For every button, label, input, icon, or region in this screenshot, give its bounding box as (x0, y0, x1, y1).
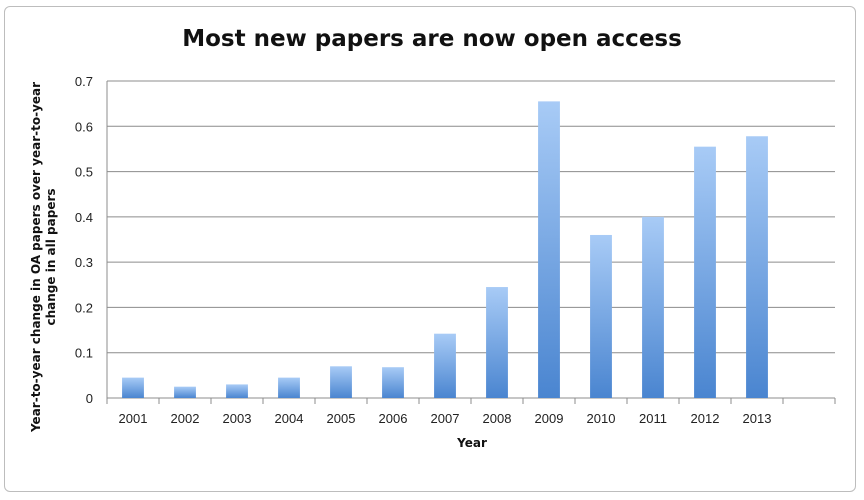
bar-2010 (590, 234, 612, 398)
y-tick-label: 0.2 (75, 300, 93, 315)
chart-title: Most new papers are now open access (182, 26, 682, 52)
x-tick-label: 2013 (743, 411, 772, 426)
bars (122, 101, 768, 398)
y-tick-labels: 0 0.1 0.2 0.3 0.4 0.5 0.6 0.7 (75, 74, 93, 406)
x-tick-label: 2005 (327, 411, 356, 426)
y-tick-label: 0.7 (75, 74, 93, 89)
x-tick-label: 2011 (639, 411, 667, 426)
x-tick-label: 2008 (483, 411, 512, 426)
y-tick-label: 0.1 (75, 346, 93, 361)
y-axis-label-line-1: Year-to-year change in OA papers over ye… (29, 82, 43, 433)
bar-2005 (330, 366, 352, 398)
bar-2002 (174, 386, 196, 398)
bar-2008 (486, 287, 508, 398)
y-tick-label: 0.4 (75, 210, 93, 225)
gridlines (106, 80, 836, 404)
x-tick-label: 2003 (223, 411, 252, 426)
bar-2001 (122, 377, 144, 398)
bar-2007 (434, 333, 456, 398)
x-tick-label: 2006 (379, 411, 408, 426)
x-tick-label: 2012 (691, 411, 720, 426)
bar-2013 (746, 136, 768, 398)
bar-2009 (538, 101, 560, 398)
y-tick-label: 0 (86, 391, 93, 406)
bar-2004 (278, 377, 300, 398)
x-tick-label: 2004 (275, 411, 304, 426)
x-tick-labels: 2001 2002 2003 2004 2005 2006 2007 2008 2009 2010… (119, 411, 772, 426)
x-tick-label: 2009 (535, 411, 564, 426)
y-axis-label-line-2: change in all papers (44, 188, 58, 325)
x-tick-label: 2010 (587, 411, 616, 426)
x-axis-label: Year (456, 436, 487, 450)
y-tick-label: 0.5 (75, 165, 93, 180)
y-tick-label: 0.6 (75, 119, 93, 134)
bar-2003 (226, 384, 248, 398)
bar-2011 (642, 216, 664, 398)
bar-2006 (382, 367, 404, 398)
x-tick-label: 2007 (431, 411, 460, 426)
y-tick-label: 0.3 (75, 255, 93, 270)
bar-2012 (694, 146, 716, 398)
x-tick-label: 2002 (171, 411, 200, 426)
x-tick-label: 2001 (119, 411, 148, 426)
